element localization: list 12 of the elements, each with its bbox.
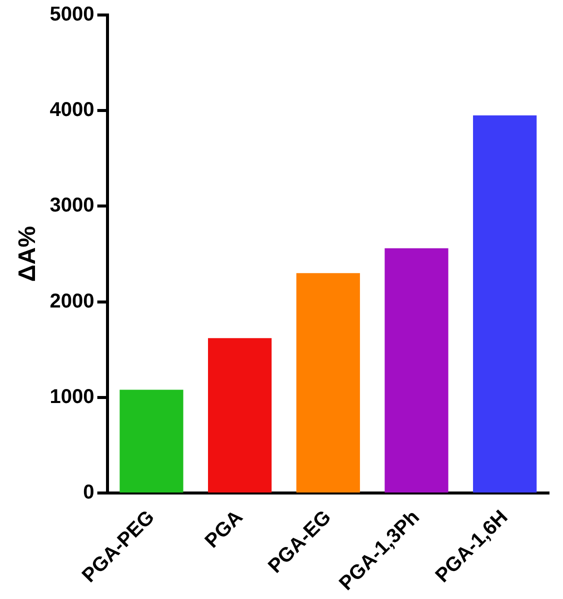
bar [473, 115, 537, 492]
bar [208, 338, 272, 492]
y-tick-label: 3000 [50, 194, 94, 217]
bar [120, 390, 184, 492]
y-tick-label: 5000 [50, 4, 94, 26]
y-tick-label: 2000 [50, 290, 94, 312]
bar [384, 248, 448, 492]
y-tick-label: 1000 [50, 386, 94, 408]
y-tick-label: 4000 [50, 99, 94, 122]
y-axis-title: ΔA% [14, 226, 42, 282]
y-tick-label: 0 [83, 481, 94, 504]
bar [296, 273, 360, 492]
